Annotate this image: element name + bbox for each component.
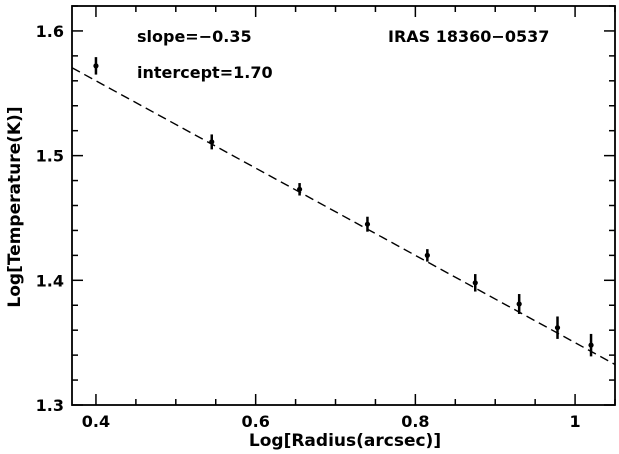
data-point — [554, 325, 561, 331]
x-tick-label: 0.4 — [82, 412, 110, 431]
y-tick-label: 1.3 — [36, 396, 64, 415]
y-tick-label: 1.5 — [36, 147, 64, 166]
x-tick-label: 1 — [570, 412, 581, 431]
source-annotation: IRAS 18360−0537 — [388, 27, 549, 46]
x-tick-label: 0.6 — [241, 412, 269, 431]
data-point — [472, 280, 478, 286]
data-point — [209, 139, 215, 145]
data-point — [424, 252, 430, 258]
data-point — [588, 342, 594, 348]
y-tick-label: 1.6 — [36, 22, 64, 41]
data-point — [516, 301, 522, 307]
data-point — [93, 63, 99, 69]
x-tick-label: 0.8 — [401, 412, 429, 431]
tick-group: 0.4 0.6 0.8 1 1.3 1.4 1.5 1.6 — [36, 5, 616, 431]
fit-line-group — [71, 67, 616, 366]
x-axis-label: Log[Radius(arcsec)] — [249, 431, 441, 451]
slope-annotation: slope=−0.35 — [137, 27, 252, 46]
data-point — [296, 186, 303, 192]
data-points-group — [93, 57, 594, 357]
y-tick-label: 1.4 — [36, 271, 64, 290]
intercept-annotation: intercept=1.70 — [137, 63, 273, 82]
data-point — [364, 221, 371, 227]
y-axis-label: Log[Temperature(K)] — [5, 106, 25, 307]
fit-line — [71, 67, 616, 366]
